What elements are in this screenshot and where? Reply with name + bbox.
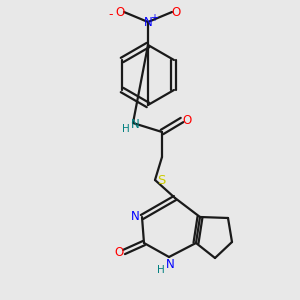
Text: S: S	[157, 175, 165, 188]
Text: +: +	[150, 13, 158, 23]
Text: N: N	[144, 16, 152, 29]
Text: O: O	[114, 247, 124, 260]
Text: H: H	[157, 265, 165, 275]
Text: N: N	[130, 118, 140, 130]
Text: N: N	[130, 211, 140, 224]
Text: -: -	[109, 8, 113, 22]
Text: N: N	[166, 259, 174, 272]
Text: O: O	[171, 7, 181, 20]
Text: H: H	[122, 124, 130, 134]
Text: O: O	[116, 7, 124, 20]
Text: O: O	[182, 115, 192, 128]
